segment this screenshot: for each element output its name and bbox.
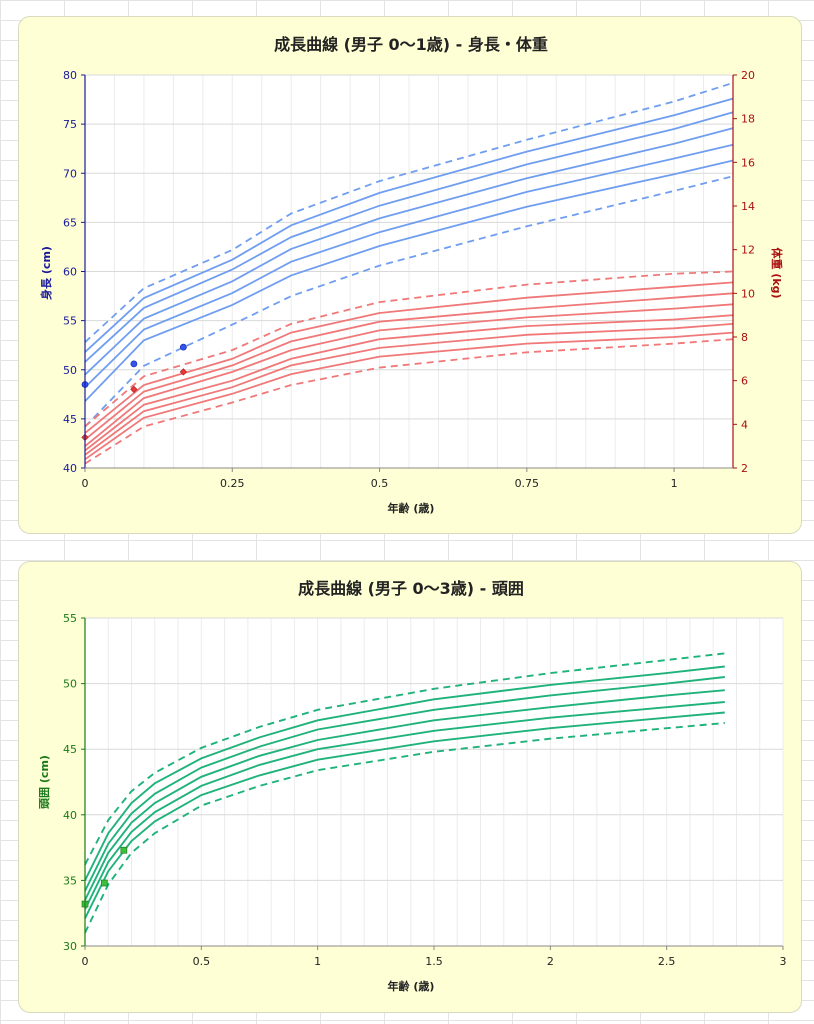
x-tick-label: 1 [671, 477, 678, 490]
height-percentile-line-1 [84, 82, 734, 343]
weight-tick-label: 18 [741, 113, 755, 126]
weight-tick-label: 14 [741, 200, 755, 213]
weight-tick-label: 8 [741, 331, 748, 344]
height-tick-label: 60 [63, 266, 77, 279]
height-tick-label: 55 [63, 315, 77, 328]
head-circumference-chart: 成長曲線 (男子 0〜3歳) - 頭囲 30 35 40 45 50 55 0 0.5 1 1.5… [38, 579, 787, 993]
height-weight-chart-panel: 成長曲線 (男子 0〜1歳) - 身長・体重 40 45 50 55 60 65 70 75 8… [18, 16, 802, 534]
x-tick-label: 1.5 [425, 955, 443, 968]
head-percentile-line-1 [84, 652, 725, 866]
height-measurement-point [130, 360, 138, 368]
weight-percentile-line-3 [84, 292, 734, 441]
y-tick-label: 55 [63, 612, 77, 625]
x-tick-label: 2.5 [658, 955, 676, 968]
y-tick-label: 45 [63, 743, 77, 756]
weight-percentile-line-2 [84, 281, 734, 434]
weight-percentile-line-5 [84, 314, 734, 452]
x-tick-label: 0 [82, 955, 89, 968]
x-tick-label: 0.5 [193, 955, 211, 968]
head-measurement-point [100, 879, 108, 887]
weight-tick-label: 16 [741, 156, 755, 169]
x-tick-label: 2 [547, 955, 554, 968]
height-percentile-line-2 [84, 97, 734, 353]
head-measurement-point [120, 846, 128, 854]
head-percentile-line-2 [84, 665, 725, 881]
weight-percentile-line-8 [84, 338, 734, 465]
weight-tick-label: 4 [741, 418, 748, 431]
height-percentile-line-5 [84, 143, 734, 389]
weight-tick-label: 12 [741, 244, 755, 257]
x-tick-label: 0.75 [515, 477, 540, 490]
weight-percentile-line-6 [84, 323, 734, 456]
x-tick-label: 0 [82, 477, 89, 490]
height-axis-title: 身長 (cm) [39, 246, 53, 300]
weight-tick-label: 2 [741, 462, 748, 475]
head-percentile-line-5 [84, 701, 725, 910]
height-tick-label: 50 [63, 364, 77, 377]
x-axis-title: 年齢 (歳) [388, 979, 435, 993]
height-percentile-line-7 [84, 175, 734, 428]
weight-measurement-point [130, 385, 138, 394]
y-tick-label: 35 [63, 874, 77, 887]
height-measurement-point [179, 343, 187, 351]
height-percentile-line-6 [84, 159, 734, 402]
y-tick-label: 50 [63, 678, 77, 691]
y-tick-label: 40 [63, 809, 77, 822]
chart-title: 成長曲線 (男子 0〜3歳) - 頭囲 [298, 579, 524, 598]
x-axis-title: 年齢 (歳) [388, 501, 435, 515]
x-tick-label: 3 [780, 955, 787, 968]
height-tick-label: 65 [63, 216, 77, 229]
height-tick-label: 75 [63, 118, 77, 131]
weight-axis-title: 体重 (kg) [770, 247, 784, 298]
height-tick-label: 70 [63, 167, 77, 180]
weight-percentile-line-7 [84, 331, 734, 461]
y-axis-title: 頭囲 (cm) [38, 755, 51, 809]
x-tick-label: 1 [314, 955, 321, 968]
y-tick-label: 30 [63, 940, 77, 953]
height-tick-label: 45 [63, 413, 77, 426]
x-tick-label: 0.25 [220, 477, 245, 490]
height-weight-chart: 成長曲線 (男子 0〜1歳) - 身長・体重 40455055606570758… [39, 35, 784, 515]
head-percentile-line-4 [84, 689, 725, 901]
height-tick-label: 80 [63, 69, 77, 82]
height-tick-label: 40 [63, 462, 77, 475]
weight-tick-label: 6 [741, 375, 748, 388]
weight-tick-label: 10 [741, 287, 755, 300]
weight-measurement-point [179, 368, 188, 376]
head-circumference-chart-panel: 成長曲線 (男子 0〜3歳) - 頭囲 30 35 40 45 50 55 0 0.5 1 1.5… [18, 561, 802, 1013]
chart-title: 成長曲線 (男子 0〜1歳) - 身長・体重 [274, 35, 548, 54]
height-percentile-line-4 [84, 127, 734, 376]
weight-tick-label: 20 [741, 69, 755, 82]
head-percentile-line-3 [84, 676, 725, 892]
weight-percentile-line-1 [84, 270, 734, 428]
x-tick-label: 0.5 [371, 477, 389, 490]
height-percentile-line-3 [84, 111, 734, 363]
weight-percentile-line-4 [84, 303, 734, 447]
